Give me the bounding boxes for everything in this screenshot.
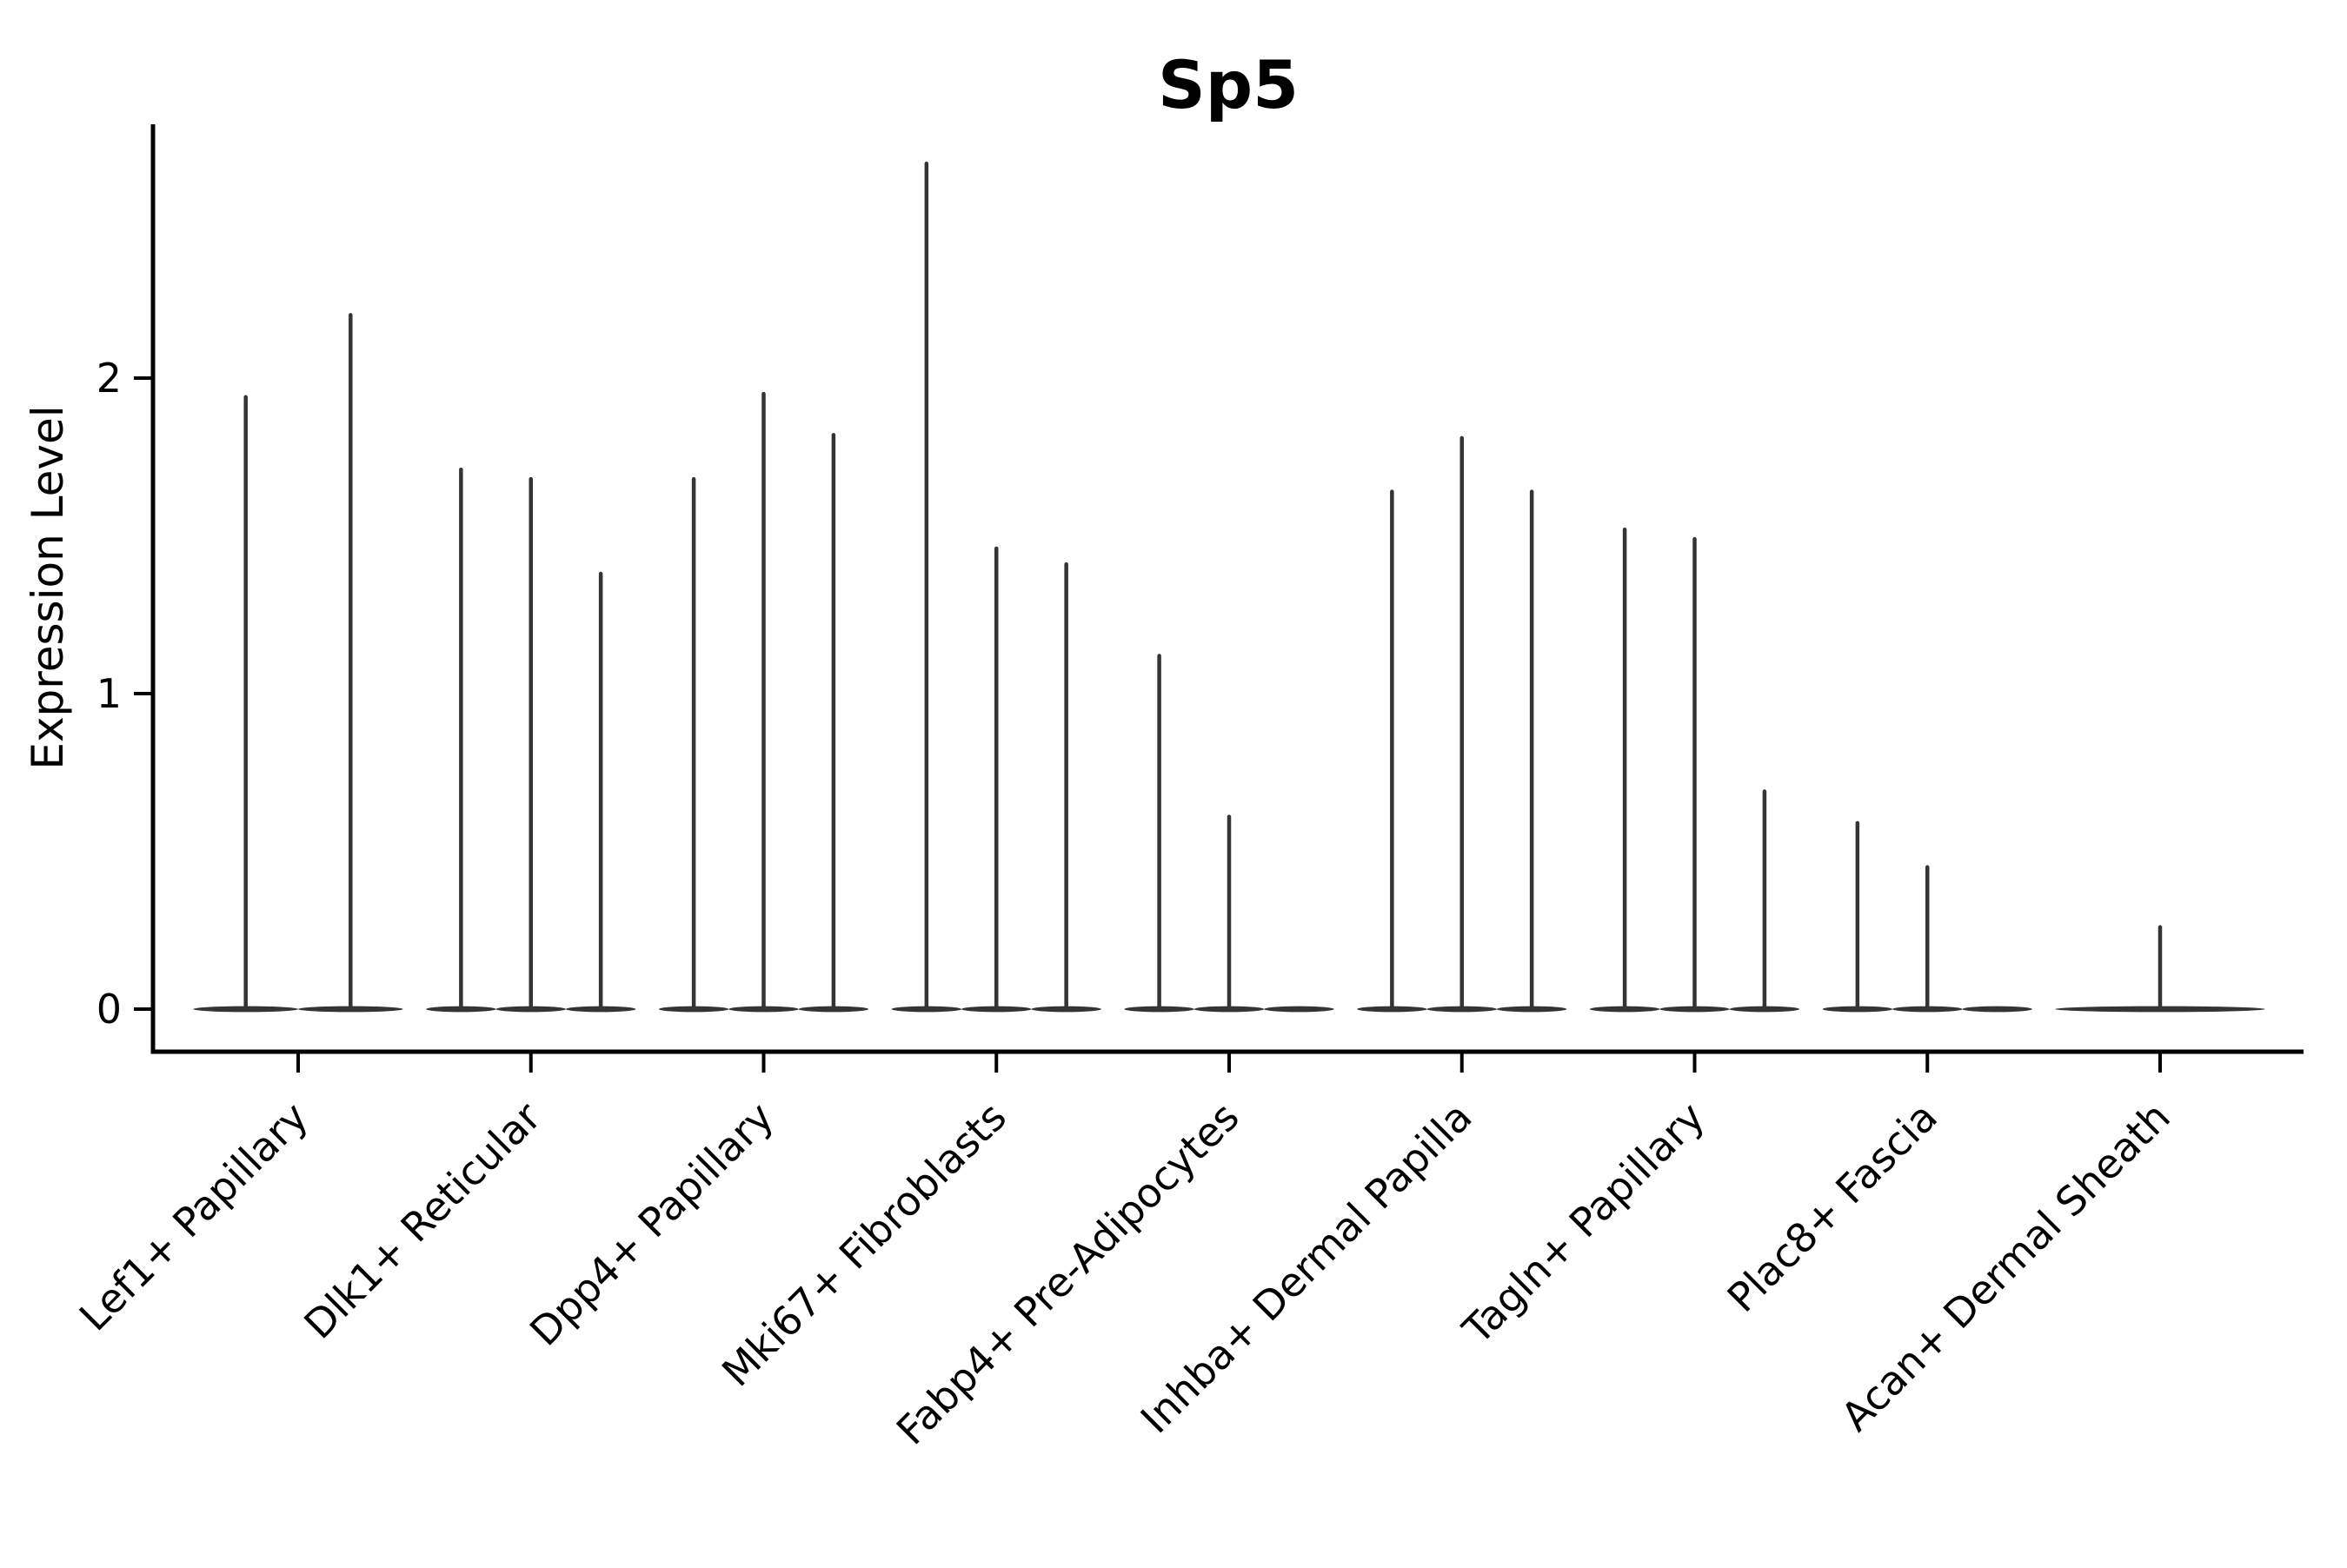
- y-tick-label: 1: [96, 670, 122, 717]
- y-tick-label: 2: [96, 355, 122, 402]
- x-tick-label: Tagln+ Papillary: [1453, 1093, 1714, 1354]
- x-tick-label: Plac8+ Fascia: [1719, 1093, 1946, 1321]
- x-tick-label: Lef1+ Papillary: [70, 1093, 317, 1340]
- violin-body: [1962, 1006, 2032, 1013]
- axes-group: 0 1 2: [96, 124, 2304, 1073]
- y-tick-label: 0: [96, 986, 122, 1033]
- violin-body: [1264, 1006, 1334, 1013]
- x-tick-label: Dpp4+ Papillary: [521, 1093, 782, 1355]
- chart-title: Sp5: [1158, 46, 1299, 123]
- x-tick-label: Dlk1+ Reticular: [295, 1093, 549, 1348]
- violins-group: [193, 161, 2265, 1013]
- y-axis-label: Expression Level: [23, 405, 73, 769]
